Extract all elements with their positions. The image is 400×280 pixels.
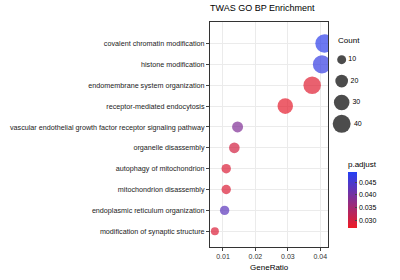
svg-text:modification of synaptic struc: modification of synaptic structure	[100, 227, 205, 236]
svg-text:0.01: 0.01	[216, 253, 230, 260]
svg-text:0.040: 0.040	[359, 191, 377, 198]
svg-text:autophagy of mitochondrion: autophagy of mitochondrion	[116, 164, 205, 173]
svg-text:0.035: 0.035	[359, 204, 377, 211]
svg-text:40: 40	[354, 120, 362, 127]
svg-text:mitochondrion disassembly: mitochondrion disassembly	[118, 185, 205, 194]
svg-text:30: 30	[352, 98, 360, 105]
svg-text:p.adjust: p.adjust	[348, 160, 377, 169]
svg-text:TWAS GO BP Enrichment: TWAS GO BP Enrichment	[210, 3, 315, 13]
svg-text:0.02: 0.02	[249, 253, 263, 260]
svg-text:histone modification: histone modification	[141, 60, 205, 69]
svg-text:receptor-mediated endocytosis: receptor-mediated endocytosis	[106, 102, 205, 111]
svg-text:0.03: 0.03	[281, 253, 295, 260]
svg-text:covalent chromatin modificatio: covalent chromatin modification	[104, 39, 205, 48]
svg-text:GeneRatio: GeneRatio	[250, 263, 289, 272]
svg-text:vascular endothelial growth fa: vascular endothelial growth factor recep…	[10, 122, 205, 131]
svg-text:0.045: 0.045	[359, 179, 377, 186]
svg-text:0.030: 0.030	[359, 217, 377, 224]
svg-text:endoplasmic reticulum organiza: endoplasmic reticulum organization	[92, 206, 205, 215]
svg-text:0.04: 0.04	[313, 253, 327, 260]
svg-text:20: 20	[351, 77, 359, 84]
svg-text:Count: Count	[338, 36, 360, 45]
svg-text:10: 10	[348, 55, 356, 62]
svg-text:organelle disassembly: organelle disassembly	[133, 143, 205, 152]
svg-text:endomembrane system organizati: endomembrane system organization	[88, 81, 204, 90]
